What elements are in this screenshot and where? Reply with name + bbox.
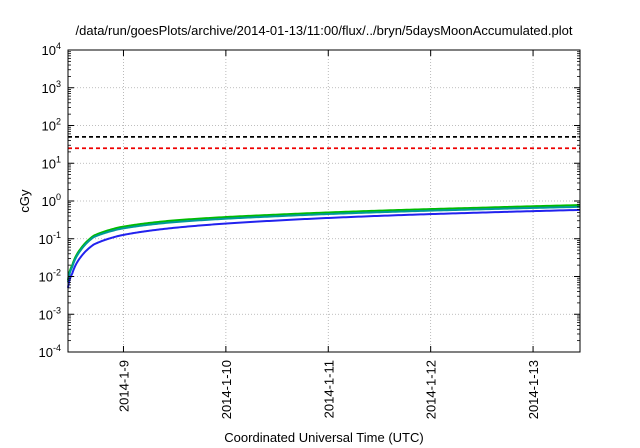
y-tick-base: 10 <box>39 232 53 247</box>
x-tick-labels: 2014-1-9 2014-1-10 2014-1-11 2014-1-12 2014-… <box>116 360 541 419</box>
x-axis-label: Coordinated Universal Time (UTC) <box>224 430 423 445</box>
y-tick-base: 10 <box>39 270 53 285</box>
x-tick-label: 2014-1-13 <box>526 360 541 419</box>
axis-ticks <box>68 49 580 353</box>
reference-lines <box>68 135 580 150</box>
series-line <box>67 204 581 281</box>
y-tick-exponent: -1 <box>53 230 61 240</box>
y-tick-base: 10 <box>39 307 53 322</box>
y-tick-base: 10 <box>42 43 56 58</box>
x-tick-label: 2014-1-11 <box>321 360 336 418</box>
y-tick-base: 10 <box>39 345 53 360</box>
y-tick-label: 10-3 <box>39 305 61 322</box>
y-tick-exponent: 0 <box>56 192 61 202</box>
y-tick-exponent: 2 <box>56 117 61 127</box>
y-tick-base: 10 <box>42 156 56 171</box>
y-tick-exponent: 1 <box>56 154 61 164</box>
y-tick-label: 10-2 <box>39 268 61 285</box>
y-tick-exponent: 3 <box>56 79 61 89</box>
y-tick-exponent: -3 <box>53 305 61 315</box>
y-tick-label: 102 <box>42 117 61 134</box>
y-tick-label: 10-1 <box>39 230 61 247</box>
chart-title: /data/run/goesPlots/archive/2014-01-13/1… <box>76 23 573 38</box>
y-tick-label: 104 <box>42 41 61 58</box>
y-tick-base: 10 <box>42 81 56 96</box>
y-tick-exponent: -2 <box>53 268 61 278</box>
y-tick-label: 103 <box>42 79 61 96</box>
x-tick-label: 2014-1-12 <box>424 360 439 419</box>
y-tick-exponent: 4 <box>56 41 61 51</box>
grid-lines <box>68 50 580 352</box>
series-line <box>67 205 581 283</box>
y-tick-label: 10-4 <box>39 343 61 360</box>
y-axis-label: cGy <box>17 189 32 213</box>
y-tick-label: 100 <box>42 192 61 209</box>
series-line <box>67 208 581 289</box>
y-tick-label: 101 <box>42 154 61 171</box>
y-tick-exponent: -4 <box>53 343 61 353</box>
y-tick-base: 10 <box>42 119 56 134</box>
x-tick-label: 2014-1-10 <box>219 360 234 419</box>
y-tick-base: 10 <box>42 194 56 209</box>
series-lines <box>67 204 581 289</box>
x-tick-label: 2014-1-9 <box>116 360 131 412</box>
